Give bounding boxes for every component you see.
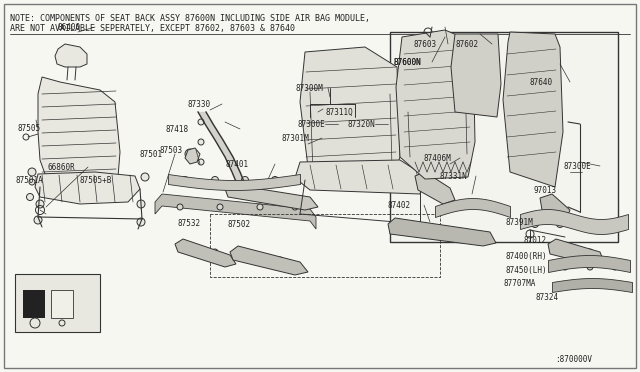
Circle shape — [212, 249, 218, 255]
Text: 87450(LH): 87450(LH) — [505, 266, 547, 275]
Circle shape — [182, 176, 189, 183]
Text: NOTE: COMPONENTS OF SEAT BACK ASSY 87600N INCLUDING SIDE AIR BAG MODULE,: NOTE: COMPONENTS OF SEAT BACK ASSY 87600… — [10, 13, 370, 22]
Text: 87640: 87640 — [530, 77, 553, 87]
Circle shape — [586, 221, 593, 228]
Bar — [390, 32, 618, 242]
Text: 87401: 87401 — [225, 160, 248, 169]
Circle shape — [141, 173, 149, 181]
Circle shape — [530, 62, 540, 72]
Polygon shape — [388, 218, 496, 246]
Bar — [15, 274, 100, 332]
Text: 87501: 87501 — [140, 150, 163, 158]
Circle shape — [611, 221, 618, 228]
Text: 87603: 87603 — [413, 39, 436, 48]
Text: 87503: 87503 — [159, 145, 182, 154]
Circle shape — [257, 204, 263, 210]
Polygon shape — [503, 32, 563, 187]
Text: 87502: 87502 — [228, 219, 251, 228]
Circle shape — [28, 168, 36, 176]
Circle shape — [271, 176, 278, 183]
Circle shape — [241, 176, 248, 183]
Text: 87418: 87418 — [165, 125, 188, 134]
Circle shape — [417, 229, 423, 235]
Text: B7600N: B7600N — [393, 58, 420, 67]
Circle shape — [612, 264, 618, 270]
Polygon shape — [540, 194, 570, 223]
Circle shape — [567, 249, 573, 255]
Polygon shape — [451, 34, 501, 117]
Circle shape — [192, 249, 198, 255]
Text: 87505: 87505 — [18, 124, 41, 132]
Polygon shape — [396, 30, 475, 179]
Text: 97013: 97013 — [534, 186, 557, 195]
Polygon shape — [300, 47, 400, 186]
Text: 87406M: 87406M — [424, 154, 452, 163]
Circle shape — [185, 149, 195, 159]
Text: 87400(RH): 87400(RH) — [505, 253, 547, 262]
Circle shape — [277, 257, 283, 263]
Text: 87320N: 87320N — [348, 119, 376, 128]
Circle shape — [177, 204, 183, 210]
Circle shape — [198, 119, 204, 125]
Polygon shape — [225, 185, 318, 210]
Bar — [23, 290, 45, 318]
Polygon shape — [38, 77, 120, 184]
Text: 87391M: 87391M — [506, 218, 534, 227]
Text: 87301M: 87301M — [282, 134, 310, 142]
Polygon shape — [548, 239, 604, 265]
Circle shape — [198, 159, 204, 165]
Circle shape — [34, 216, 42, 224]
Circle shape — [247, 194, 253, 200]
Circle shape — [452, 229, 458, 235]
Circle shape — [557, 221, 563, 228]
Polygon shape — [175, 239, 236, 267]
Circle shape — [587, 264, 593, 270]
Text: 87012: 87012 — [524, 235, 547, 244]
Text: 87300M: 87300M — [295, 83, 323, 93]
Circle shape — [211, 176, 218, 183]
Text: 87707MA: 87707MA — [504, 279, 536, 289]
Circle shape — [530, 142, 540, 152]
Circle shape — [29, 179, 35, 185]
Polygon shape — [295, 160, 425, 194]
Text: :870000V: :870000V — [555, 356, 592, 365]
Text: 87505+B: 87505+B — [80, 176, 113, 185]
Text: 87324: 87324 — [535, 294, 558, 302]
Polygon shape — [155, 194, 316, 229]
Bar — [51, 290, 73, 318]
Polygon shape — [415, 172, 455, 204]
Circle shape — [137, 200, 145, 208]
Circle shape — [292, 204, 298, 210]
Text: 87402: 87402 — [388, 201, 411, 209]
Text: 87501A: 87501A — [16, 176, 44, 185]
Circle shape — [531, 221, 538, 228]
Circle shape — [198, 139, 204, 145]
Polygon shape — [35, 172, 140, 204]
Circle shape — [36, 200, 44, 208]
Text: 87330: 87330 — [188, 99, 211, 109]
Text: 86400: 86400 — [58, 22, 81, 32]
Polygon shape — [185, 148, 200, 164]
Text: 66860R: 66860R — [48, 163, 76, 171]
Circle shape — [587, 249, 593, 255]
Text: 87532: 87532 — [178, 218, 201, 228]
Text: ARE NOT AVAILABLE SEPERATELY, EXCEPT 87602, 87603 & 87640: ARE NOT AVAILABLE SEPERATELY, EXCEPT 876… — [10, 23, 295, 32]
Text: 87602: 87602 — [456, 39, 479, 48]
Circle shape — [252, 257, 258, 263]
Text: 87300E: 87300E — [564, 161, 592, 170]
Text: 87600N: 87600N — [393, 58, 420, 67]
Text: 87311Q: 87311Q — [325, 108, 353, 116]
Polygon shape — [55, 44, 87, 67]
Polygon shape — [230, 246, 308, 275]
Text: 87331N: 87331N — [440, 171, 468, 180]
Circle shape — [30, 318, 40, 328]
Circle shape — [217, 204, 223, 210]
Circle shape — [26, 193, 33, 201]
Circle shape — [277, 194, 283, 200]
Text: 87300E: 87300E — [298, 119, 326, 128]
Circle shape — [562, 264, 568, 270]
Circle shape — [137, 218, 145, 226]
